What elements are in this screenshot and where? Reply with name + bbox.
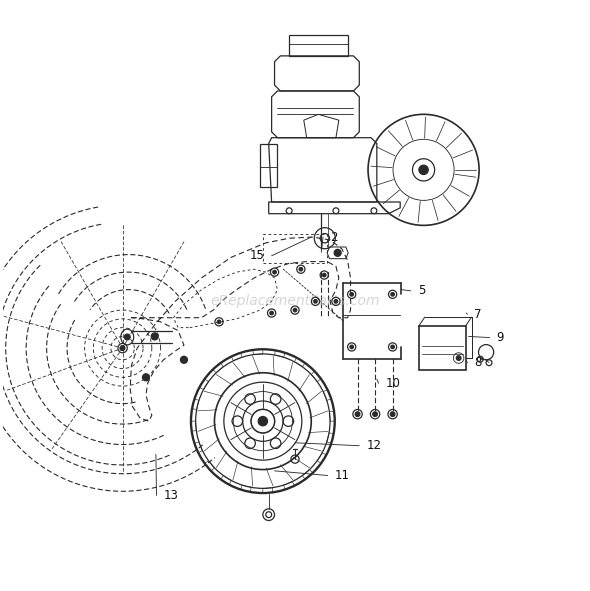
Text: eReplacementParts.com: eReplacementParts.com	[210, 294, 380, 309]
Text: 2: 2	[330, 230, 337, 243]
Text: 12: 12	[366, 439, 381, 452]
Circle shape	[258, 417, 267, 426]
Circle shape	[391, 345, 394, 349]
Circle shape	[391, 293, 394, 296]
Text: 11: 11	[335, 469, 350, 482]
Text: 13: 13	[163, 489, 178, 502]
Circle shape	[355, 412, 360, 417]
Circle shape	[314, 300, 317, 303]
Circle shape	[273, 270, 276, 274]
Text: 10: 10	[386, 376, 401, 389]
Circle shape	[151, 333, 158, 340]
Circle shape	[323, 273, 326, 277]
Circle shape	[390, 412, 395, 417]
Circle shape	[142, 374, 149, 381]
Circle shape	[456, 356, 461, 361]
Circle shape	[350, 345, 353, 349]
Text: 15: 15	[250, 249, 264, 262]
Circle shape	[373, 412, 378, 417]
Circle shape	[419, 165, 428, 174]
Circle shape	[217, 320, 221, 323]
Circle shape	[124, 334, 130, 340]
Text: 9: 9	[497, 331, 504, 344]
Circle shape	[334, 249, 341, 256]
Circle shape	[293, 309, 297, 312]
Circle shape	[350, 293, 353, 296]
Text: 7: 7	[474, 308, 482, 321]
Circle shape	[334, 300, 337, 303]
Circle shape	[181, 356, 188, 363]
Circle shape	[299, 268, 303, 271]
Circle shape	[120, 346, 125, 350]
Text: 5: 5	[418, 284, 425, 297]
Text: 8: 8	[474, 356, 482, 369]
Circle shape	[270, 311, 273, 315]
